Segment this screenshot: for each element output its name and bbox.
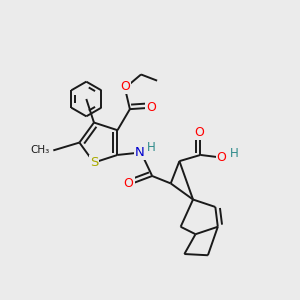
- Text: N: N: [135, 146, 145, 159]
- Text: O: O: [194, 126, 204, 139]
- Text: O: O: [217, 151, 226, 164]
- Text: S: S: [90, 156, 98, 169]
- Text: O: O: [146, 101, 156, 114]
- Text: H: H: [230, 147, 239, 160]
- Text: O: O: [124, 177, 134, 190]
- Text: CH₃: CH₃: [30, 146, 50, 155]
- Text: H: H: [147, 140, 156, 154]
- Text: O: O: [120, 80, 130, 93]
